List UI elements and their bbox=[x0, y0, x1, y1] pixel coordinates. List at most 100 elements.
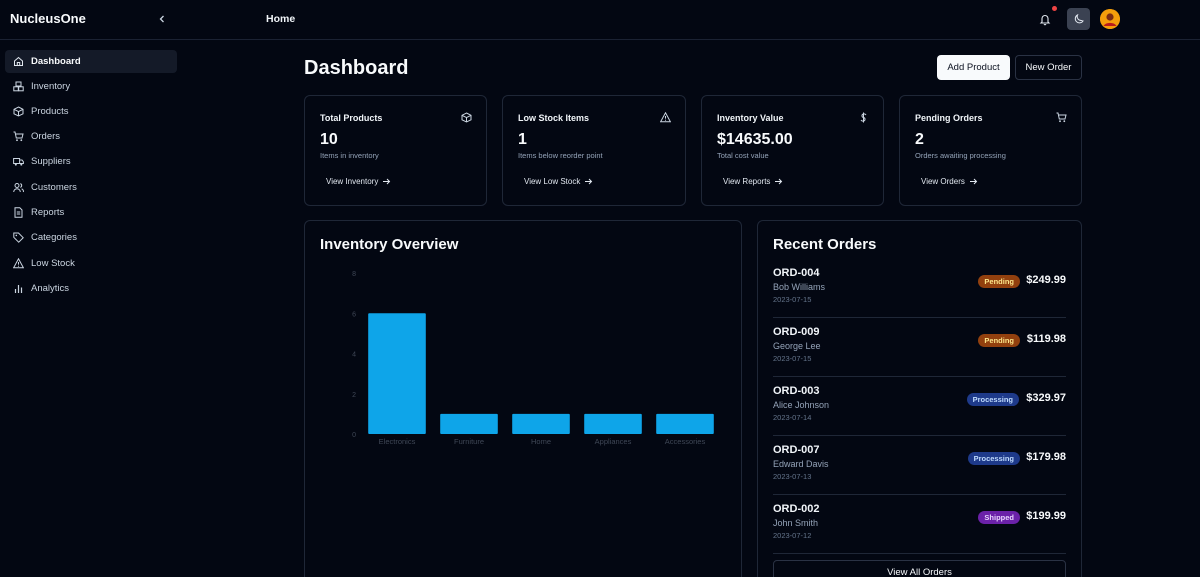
x-tick-label: Home bbox=[531, 437, 551, 446]
tag-icon bbox=[13, 232, 24, 243]
order-customer: Bob Williams bbox=[773, 282, 826, 292]
notifications-button[interactable] bbox=[1037, 11, 1053, 27]
order-id: ORD-004 bbox=[773, 267, 820, 279]
sidebar-item-label: Inventory bbox=[31, 81, 71, 92]
new-order-button[interactable]: New Order bbox=[1015, 55, 1082, 80]
order-row[interactable]: ORD-004 Bob Williams 2023-07-15 Pending … bbox=[773, 260, 1066, 318]
y-tick-label: 2 bbox=[352, 392, 356, 399]
view-orders-link[interactable]: View Orders bbox=[915, 173, 984, 189]
x-tick-label: Appliances bbox=[595, 437, 632, 446]
dollar-icon bbox=[858, 112, 869, 123]
view-all-orders-button[interactable]: View All Orders bbox=[773, 560, 1066, 577]
sidebar-item-categories[interactable]: Categories bbox=[5, 226, 177, 249]
order-total: $179.98 bbox=[1026, 451, 1066, 463]
bar-chart-icon bbox=[13, 283, 24, 294]
order-row[interactable]: ORD-003 Alice Johnson 2023-07-14 Process… bbox=[773, 378, 1066, 436]
file-icon bbox=[13, 207, 24, 218]
link-label: View Inventory bbox=[326, 176, 379, 186]
sidebar-item-label: Dashboard bbox=[31, 56, 81, 67]
sidebar-item-customers[interactable]: Customers bbox=[5, 176, 177, 199]
order-date: 2023-07-12 bbox=[773, 531, 812, 540]
bar-accessories[interactable] bbox=[656, 413, 714, 434]
sidebar: Dashboard Inventory Products Orders Supp… bbox=[0, 40, 183, 577]
sidebar-item-suppliers[interactable]: Suppliers bbox=[5, 150, 177, 173]
sidebar-item-inventory[interactable]: Inventory bbox=[5, 75, 177, 98]
sidebar-item-label: Categories bbox=[31, 232, 77, 243]
truck-icon bbox=[13, 156, 24, 167]
users-icon bbox=[13, 182, 24, 193]
sidebar-item-label: Orders bbox=[31, 131, 61, 142]
cart-icon bbox=[1056, 112, 1067, 123]
arrow-right-icon bbox=[383, 178, 391, 184]
status-badge: Pending bbox=[978, 275, 1020, 288]
package-icon bbox=[13, 106, 24, 117]
sidebar-item-label: Reports bbox=[31, 207, 65, 218]
order-total: $249.99 bbox=[1026, 274, 1066, 286]
sidebar-item-dashboard[interactable]: Dashboard bbox=[5, 50, 177, 73]
collapse-sidebar-button[interactable] bbox=[155, 12, 169, 26]
bell-icon bbox=[1039, 15, 1051, 26]
package-icon bbox=[461, 112, 472, 123]
inventory-bar-chart: 0 2 4 6 8 Electronics Furniture Home Appliances A… bbox=[352, 271, 714, 446]
cart-icon bbox=[13, 131, 24, 142]
bar-furniture[interactable] bbox=[440, 413, 498, 434]
alert-icon bbox=[13, 258, 24, 269]
card-title: Total Products bbox=[320, 113, 383, 123]
order-customer: George Lee bbox=[773, 341, 821, 351]
order-id: ORD-002 bbox=[773, 503, 820, 515]
sidebar-item-products[interactable]: Products bbox=[5, 100, 177, 123]
sidebar-item-analytics[interactable]: Analytics bbox=[5, 277, 177, 300]
x-tick-label: Furniture bbox=[454, 437, 484, 446]
order-id: ORD-003 bbox=[773, 385, 820, 397]
order-id: ORD-009 bbox=[773, 326, 820, 338]
stat-card-pending-orders: Pending Orders 2 Orders awaiting process… bbox=[899, 95, 1082, 206]
order-id: ORD-007 bbox=[773, 444, 820, 456]
arrow-right-icon bbox=[775, 178, 783, 184]
moon-icon bbox=[1074, 13, 1084, 24]
stat-card-inventory-value: Inventory Value $14635.00 Total cost val… bbox=[701, 95, 884, 206]
chevron-left-icon bbox=[159, 15, 164, 23]
order-row[interactable]: ORD-002 John Smith 2023-07-12 Shipped $1… bbox=[773, 496, 1066, 554]
sidebar-item-orders[interactable]: Orders bbox=[5, 125, 177, 148]
bar-electronics[interactable] bbox=[368, 313, 426, 434]
view-inventory-link[interactable]: View Inventory bbox=[320, 173, 397, 189]
avatar-icon bbox=[1100, 9, 1120, 29]
sidebar-item-reports[interactable]: Reports bbox=[5, 201, 177, 224]
order-customer: John Smith bbox=[773, 518, 819, 528]
link-label: View Low Stock bbox=[524, 176, 581, 186]
card-title: Pending Orders bbox=[915, 113, 983, 123]
order-total: $329.97 bbox=[1026, 392, 1066, 404]
breadcrumb[interactable]: Home bbox=[266, 13, 296, 25]
order-date: 2023-07-14 bbox=[773, 413, 812, 422]
sidebar-item-low-stock[interactable]: Low Stock bbox=[5, 252, 177, 275]
order-date: 2023-07-15 bbox=[773, 295, 812, 304]
notification-badge bbox=[1052, 6, 1057, 11]
sidebar-item-label: Customers bbox=[31, 182, 77, 193]
panel-title: Recent Orders bbox=[773, 236, 877, 253]
x-tick-label: Electronics bbox=[379, 437, 416, 446]
arrow-right-icon bbox=[585, 178, 593, 184]
theme-toggle-button[interactable] bbox=[1067, 8, 1090, 30]
alert-icon bbox=[660, 112, 671, 123]
order-total: $199.99 bbox=[1026, 510, 1066, 522]
bar-home[interactable] bbox=[512, 413, 570, 434]
add-product-button[interactable]: Add Product bbox=[937, 55, 1010, 80]
view-low-stock-link[interactable]: View Low Stock bbox=[518, 173, 599, 189]
view-reports-link[interactable]: View Reports bbox=[717, 173, 789, 189]
order-customer: Edward Davis bbox=[773, 459, 829, 469]
brand-logo[interactable]: NucleusOne bbox=[10, 11, 86, 26]
card-subtitle: Items below reorder point bbox=[518, 151, 603, 160]
y-tick-label: 8 bbox=[352, 271, 356, 278]
user-avatar[interactable] bbox=[1100, 9, 1120, 29]
bar-appliances[interactable] bbox=[584, 413, 642, 434]
recent-orders-panel: Recent Orders ORD-004 Bob Williams 2023-… bbox=[757, 220, 1082, 577]
stat-card-low-stock: Low Stock Items 1 Items below reorder po… bbox=[502, 95, 686, 206]
order-row[interactable]: ORD-007 Edward Davis 2023-07-13 Processi… bbox=[773, 437, 1066, 495]
y-tick-label: 0 bbox=[352, 432, 356, 439]
status-badge: Processing bbox=[967, 452, 1020, 465]
y-tick-label: 4 bbox=[352, 352, 356, 359]
link-label: View Orders bbox=[921, 176, 965, 186]
page-title: Dashboard bbox=[304, 57, 409, 79]
order-row[interactable]: ORD-009 George Lee 2023-07-15 Pending $1… bbox=[773, 319, 1066, 377]
order-total: $119.98 bbox=[1026, 333, 1066, 345]
